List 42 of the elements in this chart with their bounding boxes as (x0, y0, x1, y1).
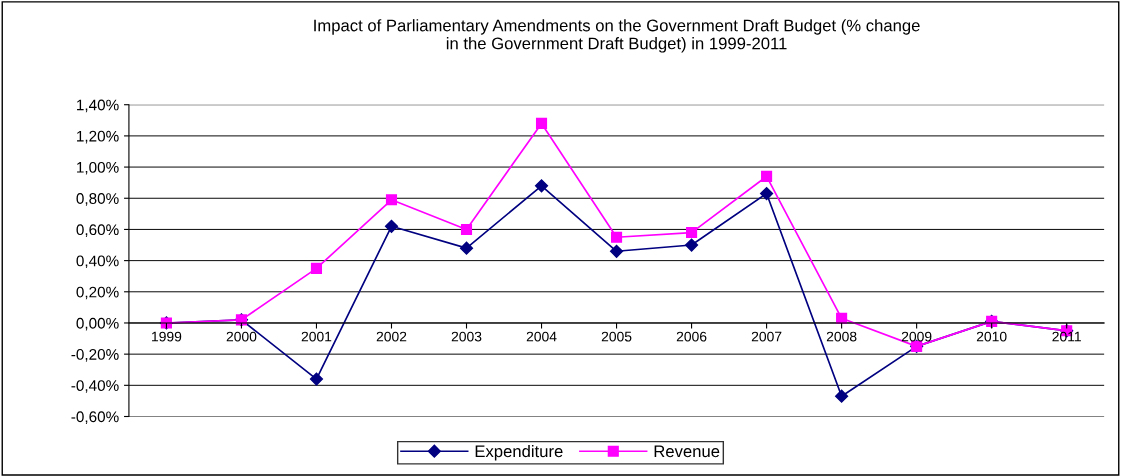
y-tick-label: -0,40% (71, 380, 119, 393)
y-tick-label: 0,40% (76, 255, 119, 269)
x-tick-label: 2011 (1052, 331, 1081, 342)
x-tick-label: 2008 (826, 331, 857, 342)
x-tick-label: 2010 (976, 331, 1007, 342)
y-tick-label: 1,40% (77, 99, 119, 113)
point (309, 372, 324, 386)
point (835, 389, 849, 403)
y-tick-label: 1,20% (77, 130, 119, 144)
point (310, 262, 323, 274)
y-tick-label: 0,60% (76, 224, 119, 237)
x-tick-label: 2003 (451, 331, 482, 342)
point (760, 186, 774, 201)
x-tick-label: 2009 (901, 331, 932, 342)
point (609, 244, 624, 258)
legend-label: Expenditure (475, 444, 563, 461)
x-tick-label: 2002 (376, 331, 407, 342)
y-tick-label: 0,80% (76, 193, 119, 206)
x-tick-label: 2004 (526, 331, 557, 342)
point (534, 179, 549, 193)
point (385, 194, 398, 206)
y-tick-label: -0,60% (71, 411, 119, 424)
point (761, 170, 773, 182)
x-tick-label: 2000 (226, 331, 257, 342)
x-tick-label: 2007 (751, 331, 782, 342)
x-tick-label: 1999 (152, 331, 182, 342)
point (686, 226, 698, 239)
x-tick-label: 2001 (301, 331, 332, 342)
x-tick-label: 2005 (601, 331, 632, 342)
point (610, 231, 623, 243)
chart-title: Impact of Parliamentary Amendments on the Government Draft Budget (% change in the Government Draft Budget) in 1999-2011 (314, 19, 920, 53)
y-tick-label: 1,00% (77, 161, 119, 175)
point (535, 117, 548, 129)
point (384, 219, 399, 233)
x-tick-label: 2006 (676, 331, 707, 342)
y-tick-label: 0,20% (76, 286, 119, 300)
y-tick-label: 0,00% (76, 317, 119, 331)
point (684, 238, 699, 252)
point (459, 241, 474, 255)
point (460, 223, 473, 235)
y-tick-label: -0,20% (71, 349, 119, 362)
legend-label: Revenue (654, 445, 720, 458)
